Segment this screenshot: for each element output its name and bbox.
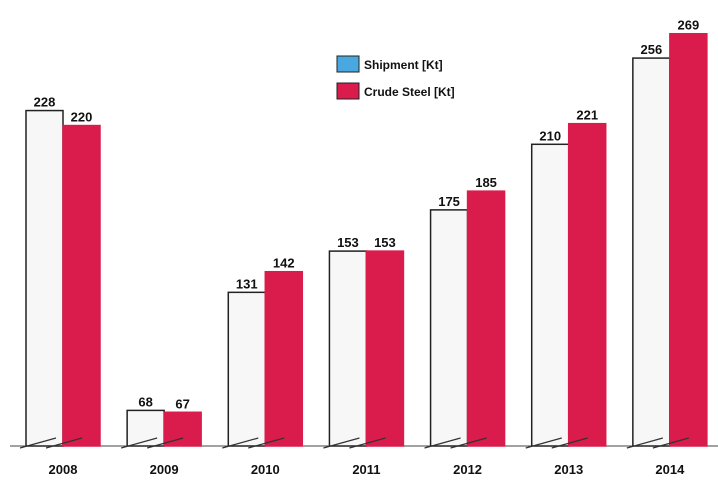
data-label: 228 (34, 95, 56, 110)
bar (429, 209, 469, 447)
data-label: 256 (641, 42, 663, 57)
x-tick-label: 2013 (554, 462, 583, 477)
data-label: 185 (475, 175, 497, 190)
axis-break (450, 437, 487, 449)
bar (669, 32, 708, 447)
axis-break (222, 437, 259, 449)
x-tick-label: 2014 (655, 462, 685, 477)
data-label: 221 (576, 108, 598, 123)
data-label: 269 (678, 18, 700, 33)
legend-swatch (336, 55, 360, 73)
bar (632, 57, 671, 447)
bar (466, 190, 506, 447)
axis-break (146, 437, 184, 449)
x-tick-label: 2009 (150, 462, 179, 477)
bar (163, 411, 202, 447)
data-label: 210 (539, 128, 561, 143)
data-label: 142 (273, 256, 295, 271)
data-label: 220 (71, 110, 93, 125)
data-label: 131 (236, 276, 258, 291)
bar (567, 122, 607, 447)
axis-break (551, 437, 588, 449)
data-label: 175 (438, 194, 460, 209)
bar (126, 409, 165, 447)
axis-break (626, 437, 664, 449)
x-tick-label: 2011 (352, 462, 380, 477)
axis-break (424, 437, 461, 449)
x-tick-label: 2010 (251, 462, 280, 477)
legend-swatch (336, 82, 360, 100)
legend-label: Shipment [Kt] (364, 58, 443, 72)
axis-break (652, 437, 690, 449)
x-tick-label: 2012 (453, 462, 482, 477)
axis-break (323, 437, 360, 449)
bar (227, 291, 267, 447)
axis-break (120, 437, 158, 449)
data-label: 153 (337, 235, 359, 250)
data-label: 68 (138, 394, 152, 409)
legend-label: Crude Steel [Kt] (364, 85, 455, 99)
bar (62, 124, 101, 447)
axis-break (45, 437, 83, 449)
axis-break (248, 437, 285, 449)
bar (365, 250, 405, 447)
bar (264, 270, 304, 447)
x-tick-label: 2008 (49, 462, 78, 477)
data-label: 67 (175, 396, 189, 411)
bar (328, 250, 368, 447)
data-label: 153 (374, 235, 396, 250)
axis-break (525, 437, 562, 449)
bar (25, 109, 64, 447)
bar (530, 143, 570, 447)
axis-break (19, 437, 57, 449)
axis-break (349, 437, 386, 449)
